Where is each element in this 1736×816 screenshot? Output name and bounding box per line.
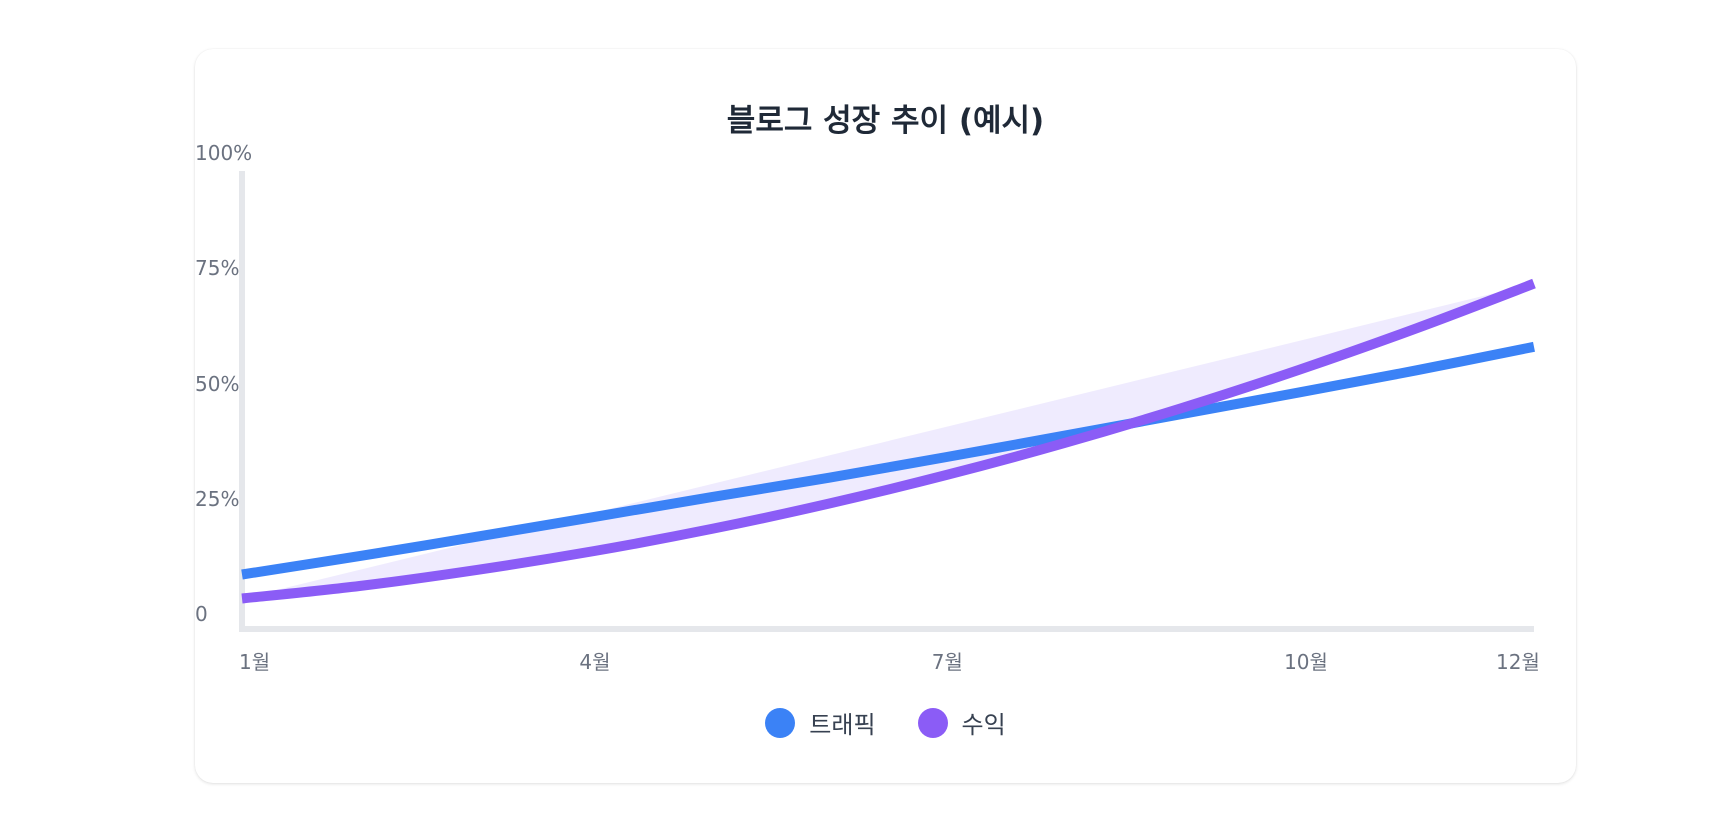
area-fill: [242, 283, 1534, 599]
y-tick-label: 25%: [195, 486, 240, 511]
chart-title: 블로그 성장 추이 (예시): [726, 103, 1045, 139]
y-tick-label: 0: [195, 602, 208, 626]
legend-label-revenue: 수익: [961, 711, 1006, 739]
x-tick-label: 12월: [1496, 650, 1540, 674]
legend-swatch-revenue: [917, 707, 948, 738]
legend-swatch-traffic: [765, 707, 796, 738]
x-tick-label: 4월: [579, 650, 611, 674]
plot-area: [239, 171, 1536, 632]
legend-label-traffic: 트래픽: [809, 711, 876, 739]
y-tick-label: 75%: [195, 256, 240, 281]
legend-item-revenue[interactable]: 수익: [917, 705, 1006, 740]
series-line-revenue[interactable]: [241, 278, 1536, 604]
x-tick-label: 1월: [239, 650, 271, 674]
legend-item-traffic[interactable]: 트래픽: [765, 705, 876, 740]
y-tick-label: 100%: [195, 141, 253, 165]
series-line-traffic[interactable]: [241, 341, 1535, 580]
x-tick-label: 7월: [931, 650, 963, 674]
x-tick-label: 10월: [1284, 650, 1328, 674]
chart-card: 블로그 성장 추이 (예시) 0 25% 50% 75% 100% 1월 4월 7월 10월 1…: [195, 49, 1576, 783]
y-tick-label: 50%: [195, 371, 240, 396]
legend: 트래픽 수익: [195, 705, 1576, 740]
